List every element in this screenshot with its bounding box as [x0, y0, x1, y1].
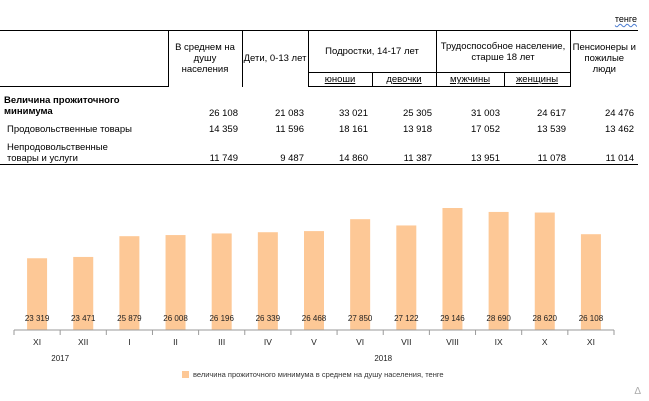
header-teens: Подростки, 14-17 лет [307, 30, 436, 73]
x-tick-label: I [128, 337, 130, 347]
cell: 21 083 [274, 107, 304, 119]
x-tick-label: XI [33, 337, 41, 347]
cell: 11 387 [372, 134, 436, 165]
header-boys: юноши [324, 74, 356, 85]
x-tick-label: III [218, 337, 225, 347]
year-label: 2018 [374, 354, 392, 363]
cell: 11 014 [570, 134, 639, 165]
bar-4 [211, 233, 232, 330]
bar-value-label: 27 122 [394, 314, 419, 323]
chart-legend: величина прожиточного минимума в среднем… [182, 370, 444, 379]
x-tick-label: XI [587, 337, 595, 347]
bar-value-label: 26 196 [209, 314, 234, 323]
bar-5 [257, 232, 278, 330]
header-working: Трудоспособное население, старше 18 лет [435, 30, 571, 73]
bar-value-label: 28 620 [533, 314, 558, 323]
cell: 26 108 [208, 107, 238, 119]
bar-11 [534, 212, 555, 330]
cell: 14 359 [208, 123, 238, 135]
cell: 18 161 [338, 123, 368, 135]
cell: 9 487 [242, 134, 308, 165]
bar-2 [119, 236, 140, 330]
legend-swatch [182, 371, 189, 378]
bar-6 [304, 231, 324, 330]
bar-value-label: 26 108 [579, 314, 604, 323]
legend-label: величина прожиточного минимума в среднем… [193, 370, 444, 379]
bars-group: 23 319 23 471 25 879 26 008 26 196 26 339 26 4… [25, 208, 604, 330]
bar-value-label: 29 146 [440, 314, 465, 323]
table-row: Величина прожиточного минимума 26 108 21… [0, 87, 638, 119]
cell: 24 617 [536, 107, 567, 119]
bar-9 [442, 208, 463, 330]
table-row: Продовольственные товары 14 359 11 596 1… [0, 119, 638, 135]
x-tick-label: VIII [446, 337, 459, 347]
cell: 13 951 [436, 134, 504, 165]
bar-1 [73, 256, 94, 330]
cell: 25 305 [402, 107, 432, 119]
x-tick-label: IV [264, 337, 272, 347]
cell: 33 021 [338, 107, 368, 119]
header-men: мужчины [449, 74, 491, 85]
header-per-capita: В среднем на душу населения [167, 30, 242, 87]
cell: 17 052 [470, 123, 500, 135]
x-tick-label: VI [356, 337, 364, 347]
header-blank-2 [0, 72, 168, 87]
header-blank [0, 30, 168, 73]
bar-12 [580, 234, 601, 330]
cell: 11 596 [275, 123, 304, 135]
table-row: Непродовольственные товары и услуги 11 7… [0, 134, 639, 165]
bar-value-label: 28 690 [486, 314, 511, 323]
bar-value-label: 26 468 [302, 314, 327, 323]
x-tick-label: XII [78, 337, 88, 347]
bar-3 [165, 235, 186, 330]
cell: 13 539 [536, 123, 567, 135]
x-tick-label: X [542, 337, 548, 347]
bar-value-label: 23 471 [71, 314, 96, 323]
row-label: Величина прожиточного минимума [4, 95, 120, 117]
bar-8 [396, 225, 417, 330]
cell: 11 078 [504, 134, 571, 165]
header-pensioners: Пенсионеры и пожилые люди [569, 30, 639, 87]
x-tick-label: IX [495, 337, 503, 347]
year-label: 2017 [51, 354, 69, 363]
row-label-text: Непродовольственные товары и услуги [7, 142, 108, 164]
bar-value-label: 27 850 [348, 314, 373, 323]
row-label: Продовольственные товары [7, 123, 132, 135]
subsistence-bar-chart: 23 319 23 471 25 879 26 008 26 196 26 339 26 4… [13, 208, 615, 363]
cell: 24 476 [604, 107, 635, 119]
bar-0 [27, 258, 48, 330]
bar-value-label: 23 319 [25, 314, 50, 323]
cell: 31 003 [470, 107, 500, 119]
bar-value-label: 25 879 [117, 314, 142, 323]
bar-7 [350, 219, 371, 330]
unit-label: тенге [614, 14, 637, 24]
x-tick-label: II [173, 337, 178, 347]
row-label: Непродовольственные товары и услуги [0, 134, 168, 165]
corner-mark: Δ [634, 386, 641, 397]
cell: 14 860 [308, 134, 372, 165]
x-tick-label: V [311, 337, 317, 347]
header-women: женщины [515, 74, 559, 85]
cell: 13 462 [604, 123, 635, 135]
header-girls: девочки [386, 74, 422, 85]
header-children: Дети, 0-13 лет [241, 30, 308, 87]
bar-value-label: 26 339 [256, 314, 281, 323]
cell: 11 749 [168, 134, 242, 165]
bar-10 [488, 211, 509, 330]
bar-value-label: 26 008 [163, 314, 188, 323]
x-tick-label: VII [401, 337, 411, 347]
subsistence-minimum-table: В среднем на душу населения Дети, 0-13 л… [0, 30, 639, 175]
cell: 13 918 [402, 123, 432, 135]
